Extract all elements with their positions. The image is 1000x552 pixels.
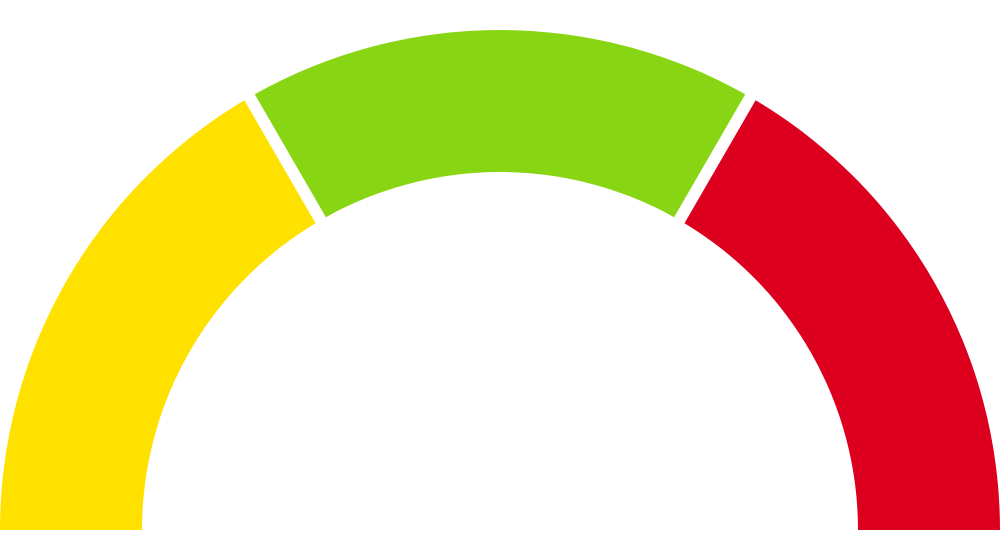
gauge-segments	[0, 30, 1000, 530]
gauge-segment-high	[684, 100, 1000, 530]
gauge-segment-low	[0, 100, 316, 530]
gauge-segment-mid	[254, 30, 746, 218]
